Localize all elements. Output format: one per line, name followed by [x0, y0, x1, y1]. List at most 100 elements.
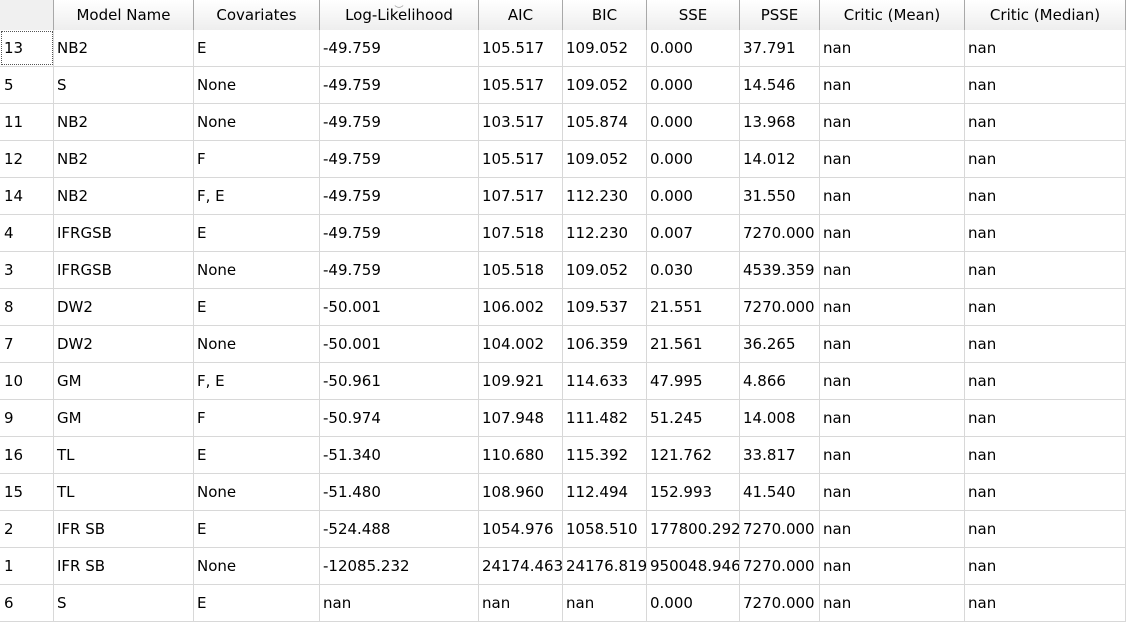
- model-name-cell[interactable]: DW2: [54, 326, 194, 362]
- aic-cell[interactable]: 105.517: [479, 141, 563, 177]
- covariates-cell[interactable]: E: [194, 289, 320, 325]
- sse-cell[interactable]: 121.762: [647, 437, 740, 473]
- bic-cell[interactable]: 106.359: [563, 326, 647, 362]
- header-critic-mean[interactable]: Critic (Mean): [820, 0, 965, 30]
- bic-cell[interactable]: 109.052: [563, 30, 647, 66]
- sse-cell[interactable]: 51.245: [647, 400, 740, 436]
- model-name-cell[interactable]: DW2: [54, 289, 194, 325]
- covariates-cell[interactable]: E: [194, 215, 320, 251]
- header-aic[interactable]: AIC: [479, 0, 563, 30]
- row-index[interactable]: 4: [0, 215, 54, 251]
- critic-median-cell[interactable]: nan: [965, 437, 1126, 473]
- covariates-cell[interactable]: F: [194, 400, 320, 436]
- psse-cell[interactable]: 13.968: [740, 104, 820, 140]
- log-likelihood-cell[interactable]: -50.974: [320, 400, 479, 436]
- critic-median-cell[interactable]: nan: [965, 585, 1126, 621]
- log-likelihood-cell[interactable]: -49.759: [320, 30, 479, 66]
- critic-median-cell[interactable]: nan: [965, 215, 1126, 251]
- log-likelihood-cell[interactable]: -51.480: [320, 474, 479, 510]
- covariates-cell[interactable]: F: [194, 141, 320, 177]
- table-row[interactable]: 8 DW2 E -50.001 106.002 109.537 21.551 7270.000…: [0, 289, 1126, 326]
- log-likelihood-cell[interactable]: -49.759: [320, 67, 479, 103]
- critic-mean-cell[interactable]: nan: [820, 548, 965, 584]
- critic-mean-cell[interactable]: nan: [820, 252, 965, 288]
- bic-cell[interactable]: 109.052: [563, 67, 647, 103]
- psse-cell[interactable]: 14.546: [740, 67, 820, 103]
- covariates-cell[interactable]: None: [194, 548, 320, 584]
- sse-cell[interactable]: 152.993: [647, 474, 740, 510]
- log-likelihood-cell[interactable]: -12085.232: [320, 548, 479, 584]
- critic-mean-cell[interactable]: nan: [820, 585, 965, 621]
- header-sse[interactable]: SSE: [647, 0, 740, 30]
- model-name-cell[interactable]: IFRGSB: [54, 252, 194, 288]
- bic-cell[interactable]: nan: [563, 585, 647, 621]
- critic-median-cell[interactable]: nan: [965, 474, 1126, 510]
- psse-cell[interactable]: 37.791: [740, 30, 820, 66]
- bic-cell[interactable]: 105.874: [563, 104, 647, 140]
- psse-cell[interactable]: 7270.000: [740, 511, 820, 547]
- header-bic[interactable]: BIC: [563, 0, 647, 30]
- header-model-name[interactable]: Model Name: [54, 0, 194, 30]
- header-psse[interactable]: PSSE: [740, 0, 820, 30]
- row-index[interactable]: 5: [0, 67, 54, 103]
- model-name-cell[interactable]: S: [54, 585, 194, 621]
- critic-mean-cell[interactable]: nan: [820, 215, 965, 251]
- table-row[interactable]: 15 TL None -51.480 108.960 112.494 152.993 41.5…: [0, 474, 1126, 511]
- log-likelihood-cell[interactable]: -49.759: [320, 252, 479, 288]
- sse-cell[interactable]: 0.007: [647, 215, 740, 251]
- covariates-cell[interactable]: E: [194, 511, 320, 547]
- bic-cell[interactable]: 24176.819: [563, 548, 647, 584]
- critic-mean-cell[interactable]: nan: [820, 511, 965, 547]
- critic-median-cell[interactable]: nan: [965, 67, 1126, 103]
- log-likelihood-cell[interactable]: -50.001: [320, 289, 479, 325]
- table-row[interactable]: 13 NB2 E -49.759 105.517 109.052 0.000 37.791 na…: [0, 30, 1126, 67]
- row-index[interactable]: 8: [0, 289, 54, 325]
- bic-cell[interactable]: 112.494: [563, 474, 647, 510]
- critic-median-cell[interactable]: nan: [965, 178, 1126, 214]
- table-row[interactable]: 16 TL E -51.340 110.680 115.392 121.762 33.817 n…: [0, 437, 1126, 474]
- aic-cell[interactable]: 105.517: [479, 30, 563, 66]
- critic-mean-cell[interactable]: nan: [820, 363, 965, 399]
- table-row[interactable]: 14 NB2 F, E -49.759 107.517 112.230 0.000 31.55…: [0, 178, 1126, 215]
- aic-cell[interactable]: 108.960: [479, 474, 563, 510]
- log-likelihood-cell[interactable]: -50.001: [320, 326, 479, 362]
- model-name-cell[interactable]: GM: [54, 363, 194, 399]
- sse-cell[interactable]: 177800.292: [647, 511, 740, 547]
- table-row[interactable]: 3 IFRGSB None -49.759 105.518 109.052 0.030 453…: [0, 252, 1126, 289]
- log-likelihood-cell[interactable]: -49.759: [320, 141, 479, 177]
- psse-cell[interactable]: 7270.000: [740, 289, 820, 325]
- header-covariates[interactable]: Covariates: [194, 0, 320, 30]
- psse-cell[interactable]: 33.817: [740, 437, 820, 473]
- row-index[interactable]: 2: [0, 511, 54, 547]
- table-row[interactable]: 9 GM F -50.974 107.948 111.482 51.245 14.008 nan…: [0, 400, 1126, 437]
- critic-median-cell[interactable]: nan: [965, 30, 1126, 66]
- aic-cell[interactable]: 107.948: [479, 400, 563, 436]
- log-likelihood-cell[interactable]: nan: [320, 585, 479, 621]
- row-index[interactable]: 3: [0, 252, 54, 288]
- critic-mean-cell[interactable]: nan: [820, 289, 965, 325]
- psse-cell[interactable]: 7270.000: [740, 585, 820, 621]
- model-name-cell[interactable]: NB2: [54, 141, 194, 177]
- aic-cell[interactable]: 104.002: [479, 326, 563, 362]
- model-name-cell[interactable]: GM: [54, 400, 194, 436]
- bic-cell[interactable]: 109.537: [563, 289, 647, 325]
- sse-cell[interactable]: 0.000: [647, 30, 740, 66]
- covariates-cell[interactable]: None: [194, 326, 320, 362]
- row-index[interactable]: 1: [0, 548, 54, 584]
- aic-cell[interactable]: 110.680: [479, 437, 563, 473]
- log-likelihood-cell[interactable]: -51.340: [320, 437, 479, 473]
- sse-cell[interactable]: 0.000: [647, 67, 740, 103]
- critic-mean-cell[interactable]: nan: [820, 67, 965, 103]
- aic-cell[interactable]: 107.517: [479, 178, 563, 214]
- critic-median-cell[interactable]: nan: [965, 326, 1126, 362]
- bic-cell[interactable]: 114.633: [563, 363, 647, 399]
- model-name-cell[interactable]: IFR SB: [54, 511, 194, 547]
- psse-cell[interactable]: 31.550: [740, 178, 820, 214]
- log-likelihood-cell[interactable]: -49.759: [320, 178, 479, 214]
- aic-cell[interactable]: nan: [479, 585, 563, 621]
- table-row[interactable]: 4 IFRGSB E -49.759 107.518 112.230 0.007 7270.0…: [0, 215, 1126, 252]
- header-log-likelihood[interactable]: ︶ Log-Likelihood: [320, 0, 479, 30]
- row-index[interactable]: 16: [0, 437, 54, 473]
- covariates-cell[interactable]: F, E: [194, 178, 320, 214]
